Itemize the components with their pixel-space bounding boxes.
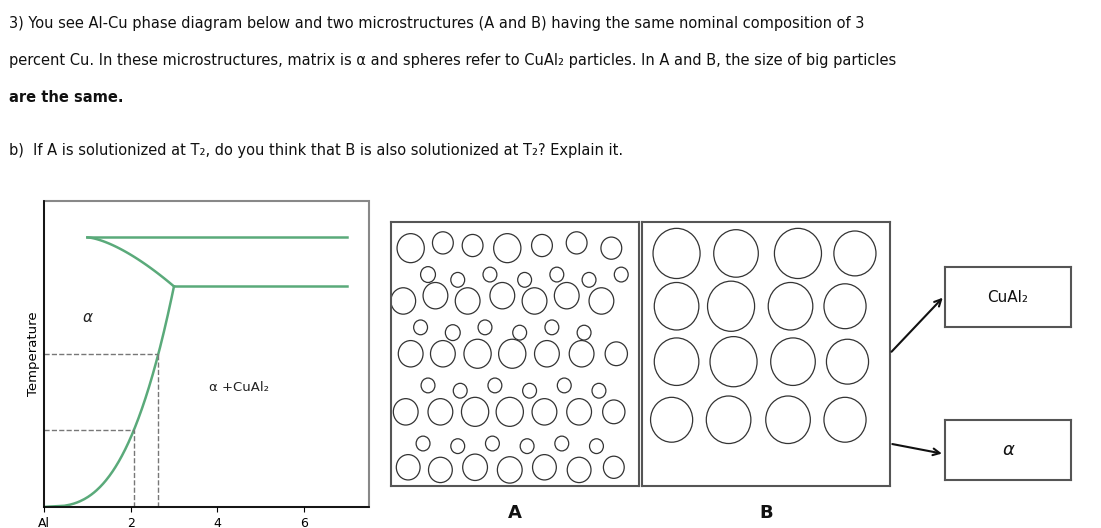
Text: are the same.: are the same.: [9, 90, 123, 105]
Circle shape: [493, 234, 521, 263]
Circle shape: [589, 288, 613, 314]
Circle shape: [713, 230, 759, 277]
Circle shape: [653, 229, 700, 279]
Circle shape: [582, 272, 596, 287]
Circle shape: [523, 383, 536, 398]
Circle shape: [592, 383, 606, 398]
Circle shape: [391, 288, 416, 314]
Circle shape: [567, 457, 591, 483]
Text: 3) You see Al-Cu phase diagram below and two microstructures (A and B) having th: 3) You see Al-Cu phase diagram below and…: [9, 16, 864, 31]
Circle shape: [545, 320, 559, 335]
Circle shape: [396, 455, 421, 480]
Circle shape: [513, 325, 526, 340]
Circle shape: [710, 337, 757, 386]
Circle shape: [486, 436, 500, 451]
Circle shape: [497, 397, 523, 427]
Circle shape: [532, 399, 557, 425]
Text: α: α: [83, 309, 92, 325]
Circle shape: [498, 457, 522, 483]
Circle shape: [549, 267, 564, 282]
Circle shape: [461, 397, 489, 427]
Circle shape: [450, 439, 465, 454]
Circle shape: [462, 454, 488, 480]
Circle shape: [765, 396, 810, 444]
Circle shape: [499, 340, 526, 369]
Circle shape: [490, 282, 514, 309]
Circle shape: [462, 234, 483, 257]
Circle shape: [433, 232, 454, 254]
Circle shape: [421, 267, 435, 282]
Text: percent Cu. In these microstructures, matrix is α and spheres refer to CuAl₂ par: percent Cu. In these microstructures, ma…: [9, 53, 896, 68]
Text: B: B: [759, 504, 773, 522]
Circle shape: [589, 439, 603, 454]
Circle shape: [414, 320, 427, 335]
Circle shape: [827, 340, 869, 384]
Circle shape: [569, 341, 593, 367]
Circle shape: [654, 338, 699, 385]
Circle shape: [554, 282, 579, 309]
Text: α: α: [1002, 441, 1014, 459]
Circle shape: [455, 288, 480, 314]
Circle shape: [654, 282, 699, 330]
Circle shape: [768, 282, 813, 330]
Circle shape: [445, 325, 460, 341]
Circle shape: [577, 325, 591, 340]
Circle shape: [614, 267, 629, 282]
Text: CuAl₂: CuAl₂: [988, 289, 1028, 305]
Circle shape: [397, 234, 424, 263]
Circle shape: [603, 456, 624, 478]
Circle shape: [557, 378, 571, 393]
Circle shape: [706, 396, 751, 444]
Circle shape: [399, 341, 423, 367]
Circle shape: [533, 455, 556, 480]
Bar: [44, 201, 369, 507]
Circle shape: [423, 282, 448, 309]
Text: b)  If A is solutionized at T₂, do you think that B is also solutionized at T₂? : b) If A is solutionized at T₂, do you th…: [9, 143, 623, 157]
Circle shape: [601, 237, 622, 259]
Text: α +CuAl₂: α +CuAl₂: [208, 381, 269, 393]
Circle shape: [517, 272, 532, 287]
Circle shape: [824, 398, 866, 442]
Circle shape: [651, 398, 693, 442]
Circle shape: [833, 231, 876, 276]
Circle shape: [824, 284, 866, 328]
Circle shape: [522, 288, 547, 314]
Circle shape: [602, 400, 625, 423]
Circle shape: [421, 378, 435, 393]
Circle shape: [555, 436, 569, 451]
Circle shape: [606, 342, 628, 365]
Circle shape: [454, 383, 467, 398]
Circle shape: [450, 272, 465, 287]
Circle shape: [430, 341, 456, 367]
Circle shape: [708, 281, 754, 332]
Text: A: A: [508, 504, 522, 522]
Circle shape: [534, 341, 559, 367]
Circle shape: [567, 399, 591, 425]
Circle shape: [532, 234, 553, 257]
Y-axis label: Temperature: Temperature: [26, 312, 40, 396]
Circle shape: [464, 340, 491, 369]
Circle shape: [520, 439, 534, 454]
Circle shape: [771, 338, 815, 385]
Circle shape: [483, 267, 497, 282]
Circle shape: [566, 232, 587, 254]
Circle shape: [774, 229, 821, 279]
Circle shape: [428, 457, 453, 483]
Circle shape: [488, 378, 502, 393]
Circle shape: [393, 399, 418, 425]
Circle shape: [478, 320, 492, 335]
Circle shape: [416, 436, 430, 451]
Circle shape: [428, 399, 453, 425]
